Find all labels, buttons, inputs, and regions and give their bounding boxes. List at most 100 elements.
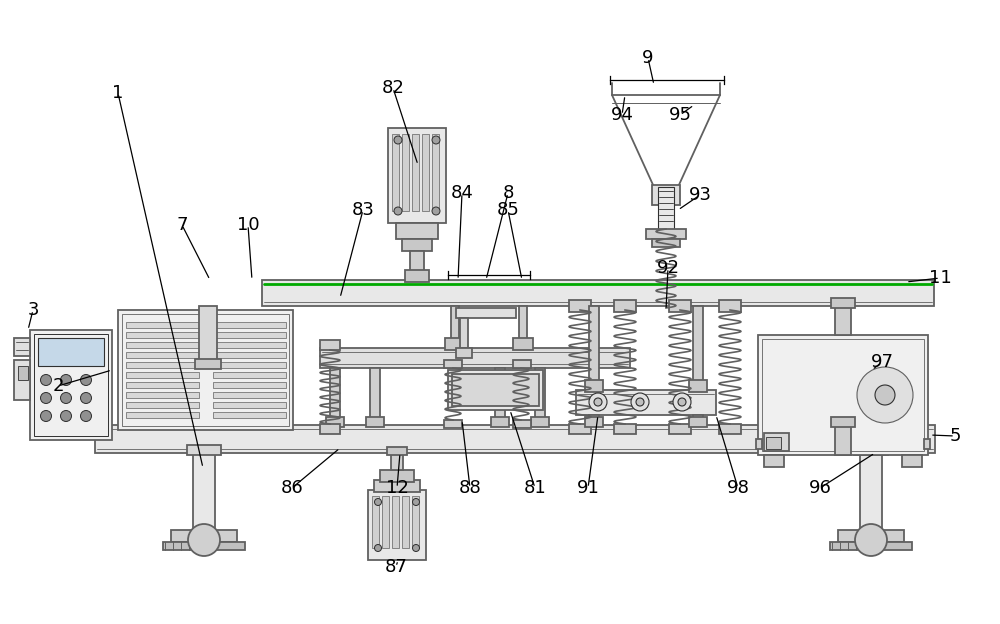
Circle shape [60, 374, 72, 386]
Bar [652, 239, 680, 247]
Text: 1: 1 [112, 84, 124, 102]
Bar [126, 352, 199, 358]
Circle shape [80, 374, 92, 386]
Circle shape [673, 393, 691, 411]
Text: 12: 12 [386, 479, 408, 497]
Text: 3: 3 [27, 301, 39, 319]
Bar [262, 280, 934, 306]
Bar [835, 425, 851, 455]
Text: 93: 93 [688, 186, 712, 204]
Bar [585, 380, 603, 392]
Bar [213, 372, 286, 378]
Text: 86: 86 [281, 479, 303, 497]
Bar [213, 362, 286, 368]
Text: 91: 91 [577, 479, 599, 497]
Text: 96: 96 [809, 479, 831, 497]
Circle shape [188, 524, 220, 556]
Bar [95, 425, 935, 453]
Bar [30, 330, 112, 440]
Bar [614, 300, 636, 312]
Circle shape [594, 398, 602, 406]
Bar [213, 332, 286, 338]
Text: 94: 94 [610, 106, 634, 124]
Bar [460, 318, 468, 348]
Bar [756, 439, 762, 449]
Circle shape [394, 136, 402, 144]
Bar [576, 390, 716, 415]
Bar [171, 530, 237, 542]
Bar [646, 229, 686, 239]
Bar [382, 496, 389, 548]
Bar [513, 338, 533, 350]
Bar [126, 342, 199, 348]
Circle shape [40, 374, 52, 386]
Bar [762, 339, 924, 451]
Bar [402, 239, 432, 251]
Text: 2: 2 [52, 377, 64, 395]
Bar [14, 338, 30, 356]
Bar [764, 455, 784, 467]
Bar [326, 417, 344, 427]
Bar [213, 382, 286, 388]
Bar [402, 134, 409, 211]
Circle shape [413, 545, 420, 552]
Bar [213, 342, 286, 348]
Bar [380, 470, 414, 482]
Bar [495, 368, 505, 425]
Bar [187, 445, 221, 455]
Bar [491, 417, 509, 427]
Bar [902, 455, 922, 467]
Bar [213, 322, 286, 328]
Bar [764, 433, 789, 451]
Bar [387, 447, 407, 455]
Circle shape [413, 499, 420, 505]
Bar [410, 251, 424, 280]
Bar [719, 300, 741, 312]
Bar [569, 300, 591, 312]
Bar [320, 348, 630, 368]
Text: 83: 83 [352, 201, 374, 219]
Bar [126, 332, 199, 338]
Bar [38, 338, 104, 366]
Text: 88: 88 [459, 479, 481, 497]
Text: 87: 87 [385, 558, 407, 576]
Circle shape [589, 393, 607, 411]
Bar [126, 372, 199, 378]
Bar [444, 420, 462, 428]
Bar [193, 453, 215, 530]
Text: 11: 11 [929, 269, 951, 287]
Bar [456, 348, 472, 358]
Circle shape [80, 392, 92, 404]
Bar [368, 490, 426, 560]
Bar [396, 223, 438, 239]
Bar [412, 134, 419, 211]
Bar [388, 128, 446, 223]
Circle shape [631, 393, 649, 411]
Circle shape [855, 524, 887, 556]
Bar [432, 134, 439, 211]
Text: 98: 98 [727, 479, 749, 497]
Bar [320, 340, 340, 350]
Bar [669, 300, 691, 312]
Bar [320, 424, 340, 434]
Bar [14, 360, 30, 400]
Bar [392, 496, 399, 548]
Bar [535, 368, 545, 425]
Bar [126, 382, 199, 388]
Bar [126, 322, 199, 328]
Bar [766, 437, 781, 449]
Bar [126, 362, 199, 368]
Bar [34, 334, 108, 436]
Circle shape [432, 207, 440, 215]
Bar [18, 366, 28, 380]
Bar [213, 392, 286, 398]
Bar [122, 314, 289, 426]
Circle shape [60, 392, 72, 404]
Bar [448, 370, 543, 410]
Bar [213, 402, 286, 408]
Bar [391, 453, 403, 470]
Bar [405, 270, 429, 282]
Circle shape [374, 545, 382, 552]
Bar [118, 310, 293, 430]
Bar [445, 338, 465, 350]
